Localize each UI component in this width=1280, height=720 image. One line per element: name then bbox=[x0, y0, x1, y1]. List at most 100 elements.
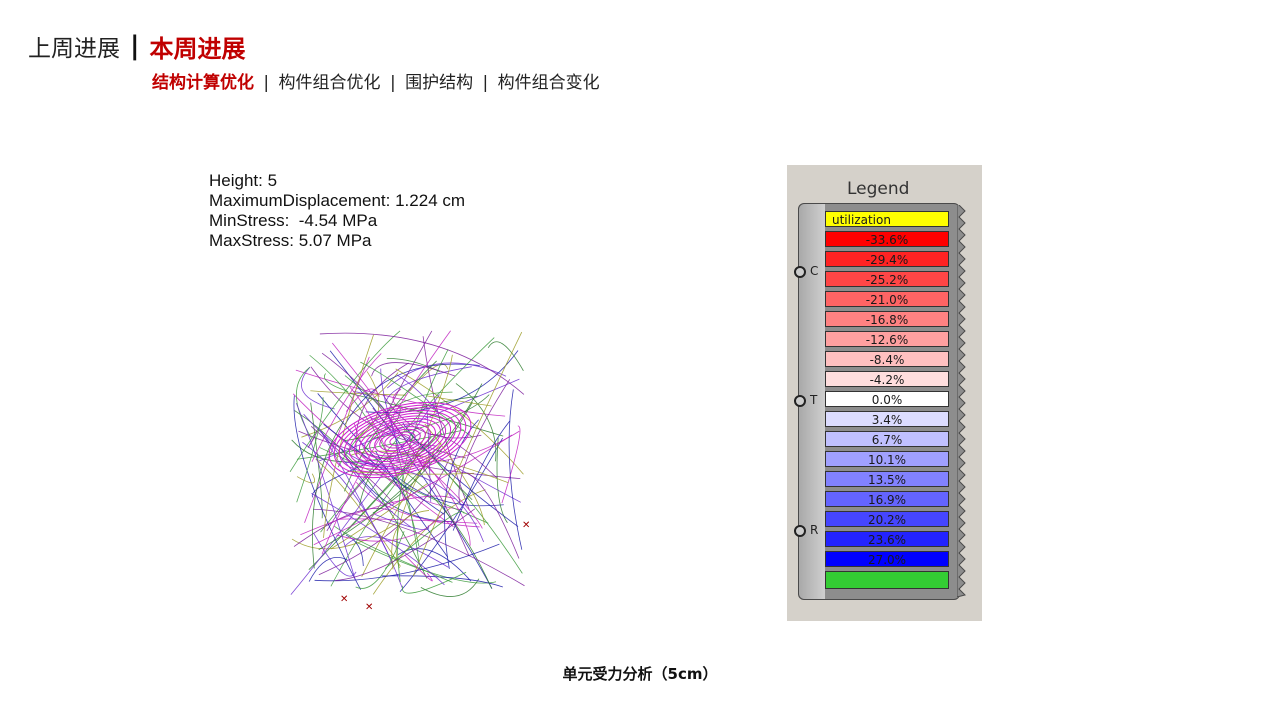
mesh-line bbox=[455, 383, 497, 462]
legend-swatch: -29.4% bbox=[825, 251, 949, 267]
stress-contour bbox=[384, 431, 416, 449]
mesh-line bbox=[313, 434, 513, 546]
mesh-line bbox=[311, 353, 382, 463]
mesh-line bbox=[404, 554, 433, 582]
legend-swatch: 3.4% bbox=[825, 411, 949, 427]
legend-swatch: -21.0% bbox=[825, 291, 949, 307]
mesh-line bbox=[444, 419, 479, 570]
mesh-line bbox=[371, 362, 456, 377]
legend-swatch: 16.9% bbox=[825, 491, 949, 507]
mesh-line bbox=[308, 556, 348, 582]
stress-contour bbox=[369, 423, 431, 457]
mesh-line bbox=[319, 332, 525, 395]
legend-header: utilization bbox=[825, 211, 949, 227]
current-week-label[interactable]: 本周进展 bbox=[149, 34, 246, 63]
mesh-line bbox=[385, 330, 433, 418]
subnav-separator: | bbox=[263, 73, 270, 93]
mesh-line bbox=[487, 341, 524, 371]
legend-swatch: 0.0% bbox=[825, 391, 949, 407]
mesh-line bbox=[412, 331, 523, 577]
subnav-item-structural-optimization[interactable]: 结构计算优化 bbox=[152, 73, 254, 93]
legend-swatch: -12.6% bbox=[825, 331, 949, 347]
mesh-line bbox=[347, 432, 443, 531]
legend-swatch: -8.4% bbox=[825, 351, 949, 367]
mesh-line bbox=[311, 493, 445, 586]
legend-swatch: 6.7% bbox=[825, 431, 949, 447]
stat-max-stress: MaxStress: 5.07 MPa bbox=[209, 231, 372, 250]
stress-contour bbox=[389, 434, 411, 446]
mesh-line bbox=[311, 462, 369, 498]
mesh-line bbox=[312, 508, 525, 587]
stress-contour bbox=[343, 410, 457, 470]
legend-swatch: 10.1% bbox=[825, 451, 949, 467]
mesh-line bbox=[318, 383, 483, 551]
legend-swatch: 23.6% bbox=[825, 531, 949, 547]
input-port-c[interactable]: C bbox=[794, 264, 818, 278]
mesh-line bbox=[355, 362, 409, 458]
subnav-separator: | bbox=[389, 73, 396, 93]
mesh-line bbox=[496, 437, 508, 523]
mesh-line bbox=[318, 378, 520, 462]
support-point-icon: ✕ bbox=[340, 594, 348, 605]
subnav-item-component-combination[interactable]: 构件组合优化 bbox=[278, 73, 381, 93]
stress-contour bbox=[348, 412, 452, 468]
port-connector-icon[interactable] bbox=[794, 395, 806, 407]
subnav-item-component-variation[interactable]: 构件组合变化 bbox=[497, 73, 600, 93]
mesh-line bbox=[314, 543, 500, 582]
legend-swatch: -25.2% bbox=[825, 271, 949, 287]
mesh-line bbox=[318, 427, 394, 565]
stat-min-stress: MinStress: -4.54 MPa bbox=[209, 211, 378, 230]
mesh-line bbox=[295, 402, 356, 580]
input-port-t[interactable]: T bbox=[794, 393, 817, 407]
subnav-item-envelope[interactable]: 围护结构 bbox=[405, 73, 474, 93]
mesh-line bbox=[324, 373, 349, 392]
header-separator: | bbox=[130, 31, 140, 61]
previous-week-label[interactable]: 上周进展 bbox=[28, 36, 120, 62]
zigzag-edge-icon bbox=[957, 205, 966, 597]
mesh-line bbox=[396, 374, 440, 414]
legend-title: Legend bbox=[847, 179, 910, 199]
mesh-line bbox=[344, 363, 480, 425]
mesh-line bbox=[458, 379, 511, 506]
mesh-line bbox=[344, 375, 523, 574]
mesh-line bbox=[372, 489, 486, 595]
legend-swatch: 13.5% bbox=[825, 471, 949, 487]
support-point-icon: ✕ bbox=[365, 602, 373, 613]
legend-swatch: -33.6% bbox=[825, 231, 949, 247]
mesh-line bbox=[293, 507, 394, 547]
mesh-line bbox=[310, 426, 395, 505]
mesh-line bbox=[345, 462, 484, 543]
stress-contour bbox=[328, 401, 472, 479]
mesh-line bbox=[301, 366, 335, 410]
mesh-line bbox=[338, 518, 478, 524]
mesh-line bbox=[355, 531, 405, 589]
mesh-line bbox=[359, 454, 421, 505]
mesh-line bbox=[397, 548, 472, 582]
mesh-line bbox=[372, 402, 473, 514]
input-port-r[interactable]: R bbox=[794, 523, 819, 537]
mesh-line bbox=[424, 423, 485, 526]
mesh-line bbox=[452, 420, 511, 531]
legend-panel: Legend C T R utilization -33.6% -29.4% -25… bbox=[787, 165, 982, 621]
mesh-line bbox=[336, 513, 444, 542]
mesh-line bbox=[300, 495, 455, 536]
mesh-line bbox=[429, 433, 498, 479]
mesh-line bbox=[310, 402, 323, 519]
mesh-line bbox=[345, 388, 380, 412]
mesh-line bbox=[308, 436, 432, 571]
sub-navigation: 结构计算优化 | 构件组合优化 | 围护结构 | 构件组合变化 bbox=[152, 68, 600, 93]
mesh-line bbox=[298, 430, 521, 480]
stress-contour bbox=[379, 428, 421, 452]
port-connector-icon[interactable] bbox=[794, 266, 806, 278]
mesh-line bbox=[356, 371, 380, 439]
stress-contour bbox=[353, 415, 447, 465]
mesh-line bbox=[466, 472, 520, 559]
mesh-line bbox=[409, 363, 449, 392]
legend-swatch bbox=[825, 571, 949, 589]
stress-contour bbox=[333, 404, 467, 476]
mesh-line bbox=[289, 330, 401, 473]
legend-input-column: C T R bbox=[794, 204, 825, 599]
port-label: R bbox=[810, 523, 819, 537]
mesh-line bbox=[317, 393, 408, 491]
port-connector-icon[interactable] bbox=[794, 525, 806, 537]
